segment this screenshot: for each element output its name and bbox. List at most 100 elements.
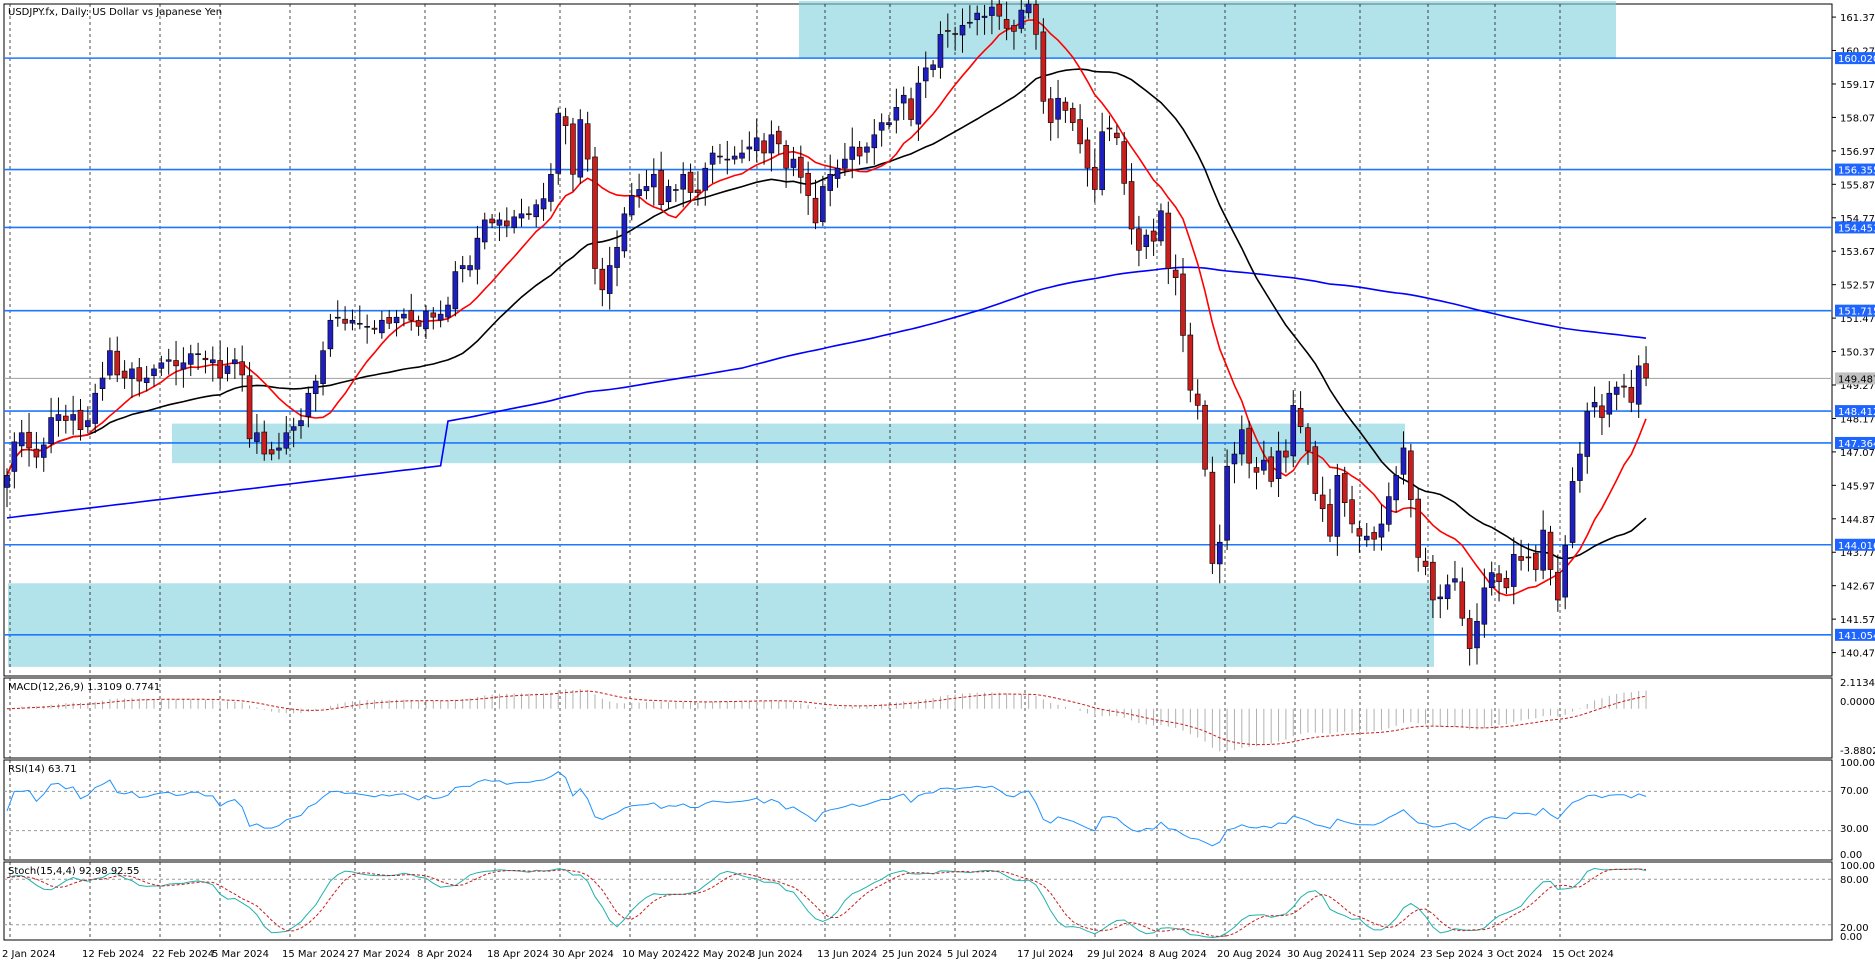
candle[interactable]	[922, 51, 929, 99]
candle[interactable]	[1172, 254, 1179, 296]
candle[interactable]	[628, 182, 635, 221]
candle[interactable]	[1533, 545, 1539, 582]
candle[interactable]	[1018, 0, 1025, 34]
candle[interactable]	[290, 417, 297, 448]
candle[interactable]	[143, 365, 150, 392]
candle[interactable]	[349, 309, 356, 331]
candle[interactable]	[584, 111, 591, 172]
candle[interactable]	[408, 293, 415, 331]
candle[interactable]	[305, 386, 312, 428]
candle[interactable]	[562, 107, 569, 145]
candle[interactable]	[1319, 476, 1326, 522]
candle[interactable]	[1216, 524, 1223, 584]
candle[interactable]	[1055, 79, 1061, 139]
candle[interactable]	[1106, 115, 1113, 142]
candle[interactable]	[99, 361, 106, 401]
candle[interactable]	[356, 305, 363, 330]
candle[interactable]	[592, 146, 598, 285]
candle[interactable]	[540, 182, 547, 221]
candle[interactable]	[1231, 441, 1238, 484]
candle[interactable]	[85, 406, 91, 434]
candle[interactable]	[842, 142, 848, 176]
candle[interactable]	[1496, 565, 1502, 602]
candle[interactable]	[930, 59, 936, 78]
candle[interactable]	[621, 207, 628, 258]
candle[interactable]	[1577, 442, 1583, 493]
candle[interactable]	[1474, 603, 1480, 665]
candle[interactable]	[1334, 463, 1341, 556]
candle[interactable]	[1114, 124, 1120, 146]
candle[interactable]	[1092, 149, 1098, 203]
candle[interactable]	[107, 337, 113, 380]
candle[interactable]	[746, 131, 753, 162]
candle[interactable]	[239, 345, 245, 392]
candle[interactable]	[805, 161, 811, 215]
candle[interactable]	[48, 397, 54, 454]
candle[interactable]	[790, 146, 797, 177]
candle[interactable]	[386, 310, 393, 330]
candle[interactable]	[1047, 86, 1054, 141]
candle[interactable]	[570, 117, 576, 192]
candle[interactable]	[871, 119, 878, 165]
candle[interactable]	[1547, 525, 1554, 586]
candle[interactable]	[937, 21, 944, 79]
candle[interactable]	[739, 139, 745, 164]
candle[interactable]	[1202, 400, 1208, 477]
candle[interactable]	[518, 198, 525, 227]
candle[interactable]	[481, 212, 488, 250]
candle[interactable]	[952, 26, 958, 51]
candle[interactable]	[1341, 466, 1348, 517]
candle[interactable]	[232, 348, 238, 379]
candle[interactable]	[1327, 488, 1333, 543]
candle[interactable]	[415, 315, 422, 336]
candle[interactable]	[1540, 510, 1546, 580]
candle[interactable]	[62, 404, 69, 434]
candle[interactable]	[1555, 554, 1561, 612]
candle[interactable]	[761, 133, 767, 165]
candle[interactable]	[261, 420, 268, 461]
candle[interactable]	[1452, 560, 1458, 591]
candle[interactable]	[886, 114, 892, 130]
candle[interactable]	[1518, 539, 1524, 571]
candle[interactable]	[900, 86, 907, 121]
candle[interactable]	[665, 179, 672, 209]
candle[interactable]	[327, 313, 334, 357]
candle[interactable]	[70, 395, 76, 435]
candle[interactable]	[1466, 609, 1473, 666]
candle[interactable]	[1069, 102, 1076, 131]
candle[interactable]	[1099, 112, 1105, 196]
candle[interactable]	[18, 419, 25, 458]
candle[interactable]	[1239, 415, 1245, 466]
candle[interactable]	[1591, 386, 1598, 418]
candle[interactable]	[1150, 218, 1157, 256]
candle[interactable]	[753, 118, 760, 163]
candle[interactable]	[893, 88, 900, 134]
candle[interactable]	[1503, 570, 1510, 595]
candle[interactable]	[1209, 456, 1216, 574]
candle[interactable]	[1356, 521, 1363, 553]
candle[interactable]	[1025, 0, 1032, 19]
candle[interactable]	[298, 408, 304, 439]
candle[interactable]	[599, 257, 606, 307]
candle[interactable]	[503, 207, 510, 238]
candle[interactable]	[687, 163, 694, 203]
candle[interactable]	[827, 154, 834, 207]
candle[interactable]	[474, 225, 481, 285]
candle[interactable]	[254, 413, 260, 454]
candle[interactable]	[4, 468, 10, 508]
candle[interactable]	[11, 432, 18, 489]
candle[interactable]	[1510, 537, 1517, 605]
candle[interactable]	[1253, 457, 1260, 490]
candle[interactable]	[673, 184, 679, 202]
candle[interactable]	[1613, 381, 1620, 411]
candle[interactable]	[151, 364, 157, 387]
candle[interactable]	[614, 230, 620, 287]
candle[interactable]	[959, 8, 966, 53]
candle[interactable]	[77, 399, 84, 441]
candle[interactable]	[1165, 201, 1172, 285]
candle[interactable]	[1562, 535, 1568, 610]
candle[interactable]	[1408, 443, 1414, 518]
candle[interactable]	[379, 310, 385, 339]
candle[interactable]	[1481, 568, 1488, 638]
candle[interactable]	[783, 140, 789, 188]
